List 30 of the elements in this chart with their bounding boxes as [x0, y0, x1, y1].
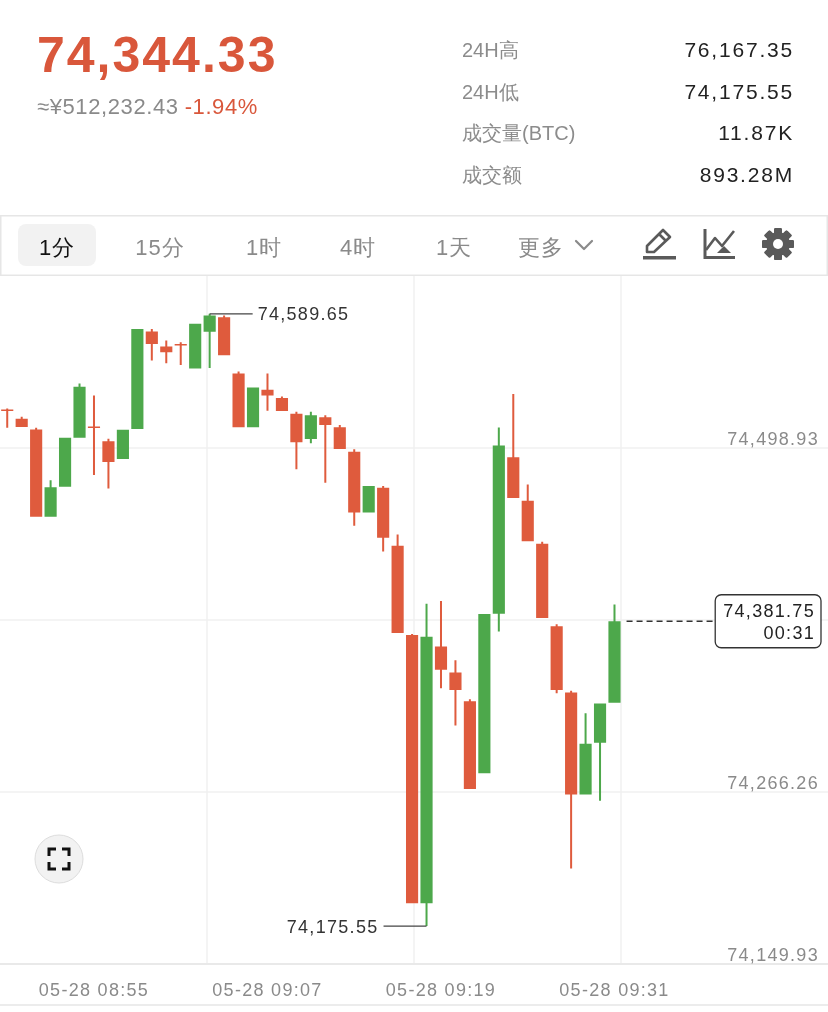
text: ≈¥512,232.43: [37, 94, 179, 119]
annotation: 74,589.65: [257, 304, 350, 325]
ref-line-label: 74,381.75: [723, 600, 815, 621]
y-tick-label: 74,149.93: [727, 945, 819, 965]
text: 更多: [518, 235, 564, 260]
annotation: 74,589.65: [209, 304, 350, 325]
text: 成交量(BTC): [462, 122, 576, 144]
x-tick-label: 05-28 08:55: [38, 980, 150, 1000]
annotation: 00:31: [763, 622, 815, 643]
x-tick-label: 05-28 09:07: [212, 980, 323, 1000]
text: 1时: [245, 235, 283, 260]
x-tick-label: 05-28 09:31: [559, 980, 670, 1000]
text: 24H高: [462, 39, 519, 61]
text: 74,344.33: [37, 27, 278, 83]
text: 成交额: [462, 163, 522, 186]
annotation: 74,175.55: [286, 916, 428, 937]
y-tick-label: 74,498.93: [727, 429, 819, 449]
text: 76,167.35: [684, 38, 794, 61]
text: 15分: [135, 235, 185, 260]
x-tick-label: 05-28 09:19: [385, 980, 497, 1000]
text: 24H低: [462, 80, 519, 103]
text: 1分: [38, 235, 76, 260]
text: 74,175.55: [684, 79, 794, 103]
y-tick-label: 74,266.26: [727, 773, 819, 793]
annotation: 74,175.55: [286, 916, 379, 937]
text: 1天: [435, 235, 473, 260]
text: 893.28M: [699, 162, 794, 186]
text: 11.87K: [718, 121, 794, 144]
text: 4时: [339, 235, 377, 260]
text: -1.94%: [184, 94, 258, 119]
